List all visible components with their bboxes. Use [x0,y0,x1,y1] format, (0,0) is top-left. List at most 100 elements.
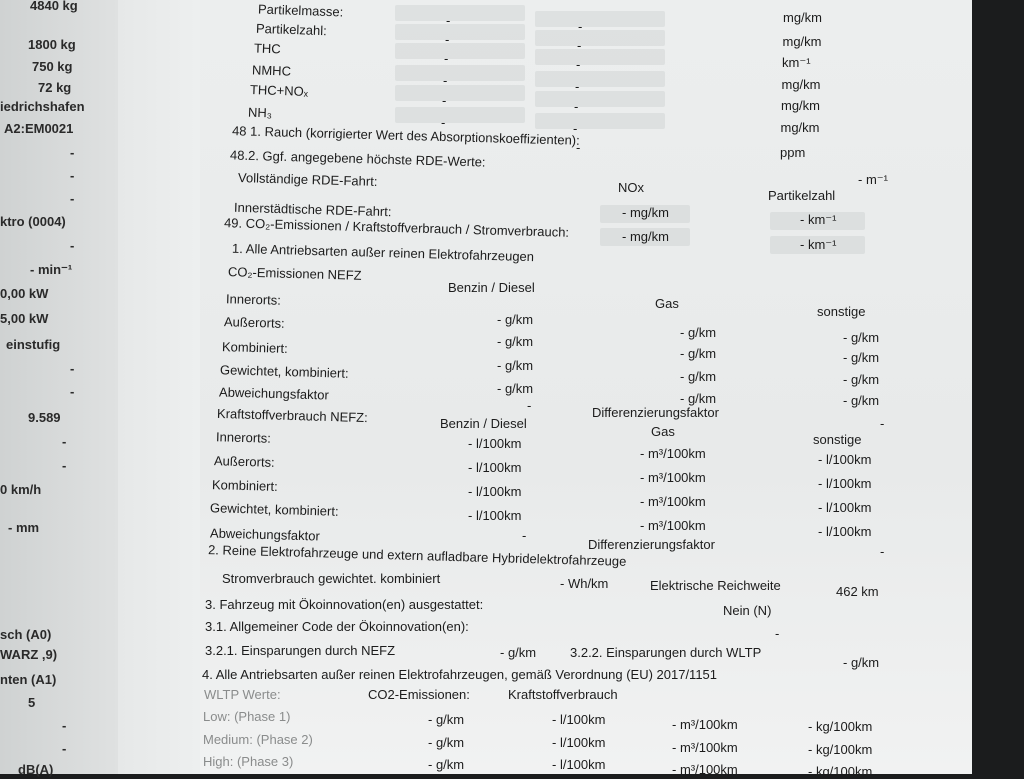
shaded-field [395,43,525,59]
column-gas: Gas [651,424,675,439]
fuel-row-label: Kombiniert: [211,477,278,494]
reichweite-label: Elektrische Reichweite [650,578,781,593]
fuel-benzin-value: - l/100km [468,460,522,475]
wltp-co2-value: - g/km [428,757,465,772]
wltp-phase-label: Low: (Phase 1) [203,709,291,724]
nefz-savings-value: - g/km [500,645,537,660]
wltp-gas-value: - m³/100km [672,740,738,755]
co2-sonstige-value: - g/km [843,372,880,387]
co2-gas-value: - g/km [680,346,717,361]
emission-label: THC+NOₓ [249,81,309,100]
left-field-value: - [70,238,75,253]
page-margin [118,0,208,774]
unit-label: mg/km [781,77,821,92]
left-field-value: - [70,145,75,160]
left-field-value: - [70,168,75,183]
co2-row-label: Kombiniert: [221,339,288,356]
wltp-gas-value: - m³/100km [672,762,738,777]
co2-benzin-value: - g/km [497,381,534,396]
left-field-value: A2:EM0021 [4,121,74,136]
co2-row-label: Außerorts: [223,314,285,331]
left-field-value: 5 [28,695,36,710]
left-field-value: - [70,384,75,399]
co2-gas-value: - g/km [680,369,717,384]
subsection-4: 4. Alle Antriebsarten außer reinen Elekt… [202,667,718,682]
co2-sonstige-value: - g/km [843,330,880,345]
wltp-other-value: - kg/100km [808,764,873,779]
co2-sonstige-value: - g/km [843,393,880,408]
nox-full-value: - mg/km [622,205,669,220]
abweichung-label: Abweichungsfaktor [209,525,321,544]
fuel-benzin-value: - l/100km [468,508,522,523]
left-field-value: ktro (0004) [0,214,66,229]
wltp-title: WLTP Werte: [204,687,281,702]
shaded-field [535,71,665,87]
left-field-value: iedrichshafen [0,99,85,114]
unit-label: km⁻¹ [782,55,811,70]
fuel-gas-value: - m³/100km [640,470,706,485]
wltp-savings-label: 3.2.2. Einsparungen durch WLTP [570,645,762,660]
nox-column: NOx [618,180,644,195]
shaded-field [535,113,665,129]
emission-label: NH₃ [247,104,273,121]
co2-benzin-value: - g/km [497,334,534,349]
left-field-value: dB(A) [18,762,54,777]
column-gas: Gas [655,296,679,311]
co2-benzin-value: - g/km [497,312,534,327]
wltp-phase-label: High: (Phase 3) [203,754,294,769]
value-dash: - [578,19,583,34]
value-dash: - [522,528,527,543]
fuel-sonstige-value: - l/100km [818,500,872,515]
wltp-co2-value: - g/km [428,735,465,750]
particle-column: Partikelzahl [768,188,836,203]
emission-label: THC [253,40,281,57]
column-benzin: Benzin / Diesel [440,416,527,431]
shaded-field [395,85,525,101]
shaded-field [535,11,665,27]
left-field-value: 9.589 [28,410,61,425]
value-dash: - [527,398,532,413]
shaded-field [770,236,865,254]
nox-urban-value: - mg/km [622,229,669,244]
left-field-value: - [62,718,67,733]
shaded-field [395,107,525,123]
rauch-value: - m⁻¹ [858,172,888,187]
value-dash: - [880,544,885,559]
stromverbrauch-label: Stromverbrauch gewichtet. kombiniert [222,571,441,586]
co2-gas-value: - g/km [680,325,717,340]
left-field-value: - [62,434,67,449]
unit-label: mg/km [780,120,820,135]
unit-label: ppm [780,145,806,160]
abweichung-label: Abweichungsfaktor [218,384,330,403]
oekoinnovation-value: Nein (N) [723,603,772,618]
fuel-gas-value: - m³/100km [640,494,706,509]
emission-label: NMHC [251,62,292,79]
differenzierung-label: Differenzierungsfaktor [588,537,715,552]
co2-sonstige-value: - g/km [843,350,880,365]
value-dash: - [574,99,579,114]
wltp-co2-label: CO2-Emissionen: [368,687,470,702]
emission-label: Partikelzahl: [255,20,328,39]
value-dash: - [775,626,780,641]
shaded-field [600,228,690,246]
wltp-fuel-label: Kraftstoffverbrauch [508,687,618,702]
left-field-value: - [70,361,75,376]
fuel-row-label: Innerorts: [215,429,272,446]
wltp-savings-value: - g/km [843,655,880,670]
fuel-gas-value: - m³/100km [640,446,706,461]
document-page [200,0,972,774]
fuel-sonstige-value: - l/100km [818,476,872,491]
pn-urban-value: - km⁻¹ [800,237,837,252]
unit-label: mg/km [783,10,822,25]
co2-gas-value: - g/km [680,391,717,406]
value-dash: - [445,32,450,47]
value-dash: - [575,79,580,94]
shaded-field [770,212,865,230]
fuel-sonstige-value: - l/100km [818,524,872,539]
value-dash: - [443,73,448,88]
shaded-field [535,49,665,65]
shaded-field [395,24,525,40]
value-dash: - [880,416,885,431]
fuel-row-label: Außerorts: [213,453,275,470]
left-field-value: sch (A0) [0,627,52,642]
